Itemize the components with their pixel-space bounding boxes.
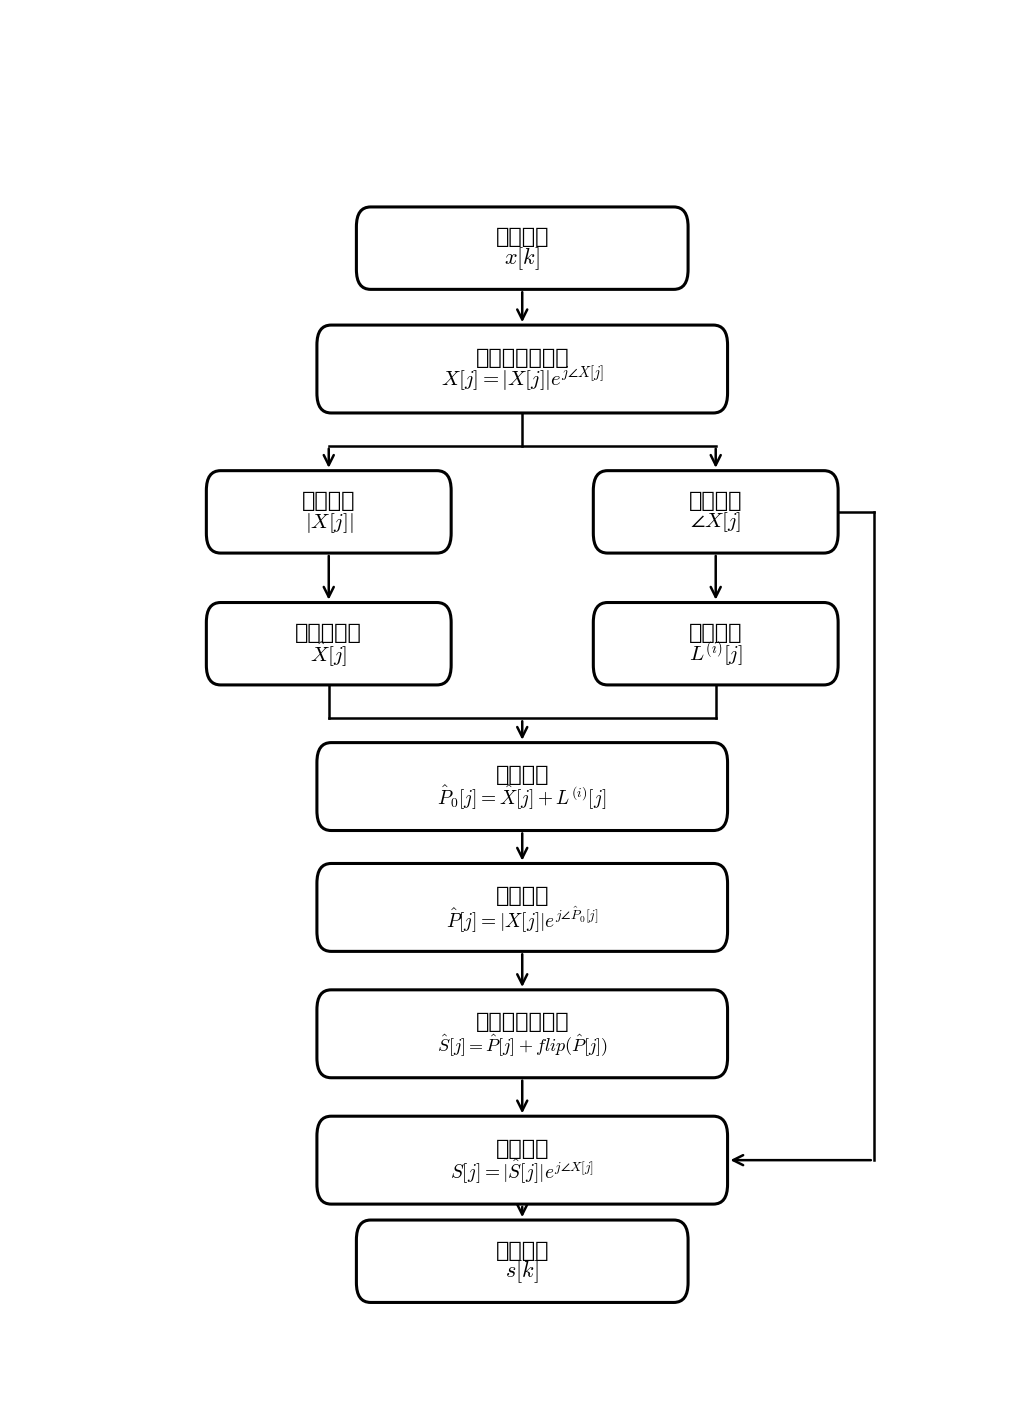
FancyBboxPatch shape [317, 742, 728, 831]
Text: $s[k]$: $s[k]$ [505, 1259, 539, 1286]
Text: 快速傅里叶变换: 快速傅里叶变换 [476, 348, 569, 368]
FancyBboxPatch shape [206, 602, 451, 685]
FancyBboxPatch shape [206, 471, 451, 554]
Text: 重构信号: 重构信号 [495, 1240, 549, 1260]
Text: 矢量叠加: 矢量叠加 [495, 765, 549, 785]
FancyBboxPatch shape [357, 207, 688, 290]
FancyBboxPatch shape [317, 325, 728, 412]
FancyBboxPatch shape [357, 1220, 688, 1303]
Text: $\hat{P}[j]=|X[j]|e^{j\angle \hat{P}_0[j]}$: $\hat{P}[j]=|X[j]|e^{j\angle \hat{P}_0[j… [446, 903, 598, 933]
FancyBboxPatch shape [317, 990, 728, 1077]
Text: 相位信息: 相位信息 [689, 491, 743, 511]
FancyBboxPatch shape [317, 863, 728, 952]
FancyBboxPatch shape [317, 1116, 728, 1204]
FancyBboxPatch shape [593, 602, 838, 685]
FancyBboxPatch shape [593, 471, 838, 554]
Text: $\hat{P}_0[j]=\hat{X}[j]+L^{(i)}[j]$: $\hat{P}_0[j]=\hat{X}[j]+L^{(i)}[j]$ [437, 783, 607, 812]
Text: $\hat{X}[j]$: $\hat{X}[j]$ [310, 641, 347, 669]
Text: $\angle X[j]$: $\angle X[j]$ [690, 511, 742, 535]
Text: $L^{(i)}[j]$: $L^{(i)}[j]$ [689, 639, 743, 669]
Text: $S[j]=|\hat{S}[j]|e^{j\angle X[j]}$: $S[j]=|\hat{S}[j]|e^{j\angle X[j]}$ [450, 1157, 594, 1186]
Text: $\hat{S}[j]=\hat{P}[j]+\mathit{flip}(\hat{P}[j])$: $\hat{S}[j]=\hat{P}[j]+\mathit{flip}(\ha… [437, 1032, 607, 1057]
Text: 新相位信号: 新相位信号 [296, 624, 362, 644]
Text: $X[j]=|X[j]|e^{j\angle X[j]}$: $X[j]=|X[j]|e^{j\angle X[j]}$ [440, 365, 604, 395]
Text: $x[k]$: $x[k]$ [504, 245, 540, 273]
Text: $|X[j]|$: $|X[j]|$ [305, 511, 353, 535]
Text: 倒位并矢量求和: 倒位并矢量求和 [476, 1012, 569, 1032]
Text: 幅值返回: 幅值返回 [495, 886, 549, 906]
Text: 阈值向量: 阈值向量 [689, 624, 743, 644]
Text: 幅值信息: 幅值信息 [302, 491, 356, 511]
Text: 振动信号: 振动信号 [495, 227, 549, 247]
Text: 相位返回: 相位返回 [495, 1139, 549, 1159]
